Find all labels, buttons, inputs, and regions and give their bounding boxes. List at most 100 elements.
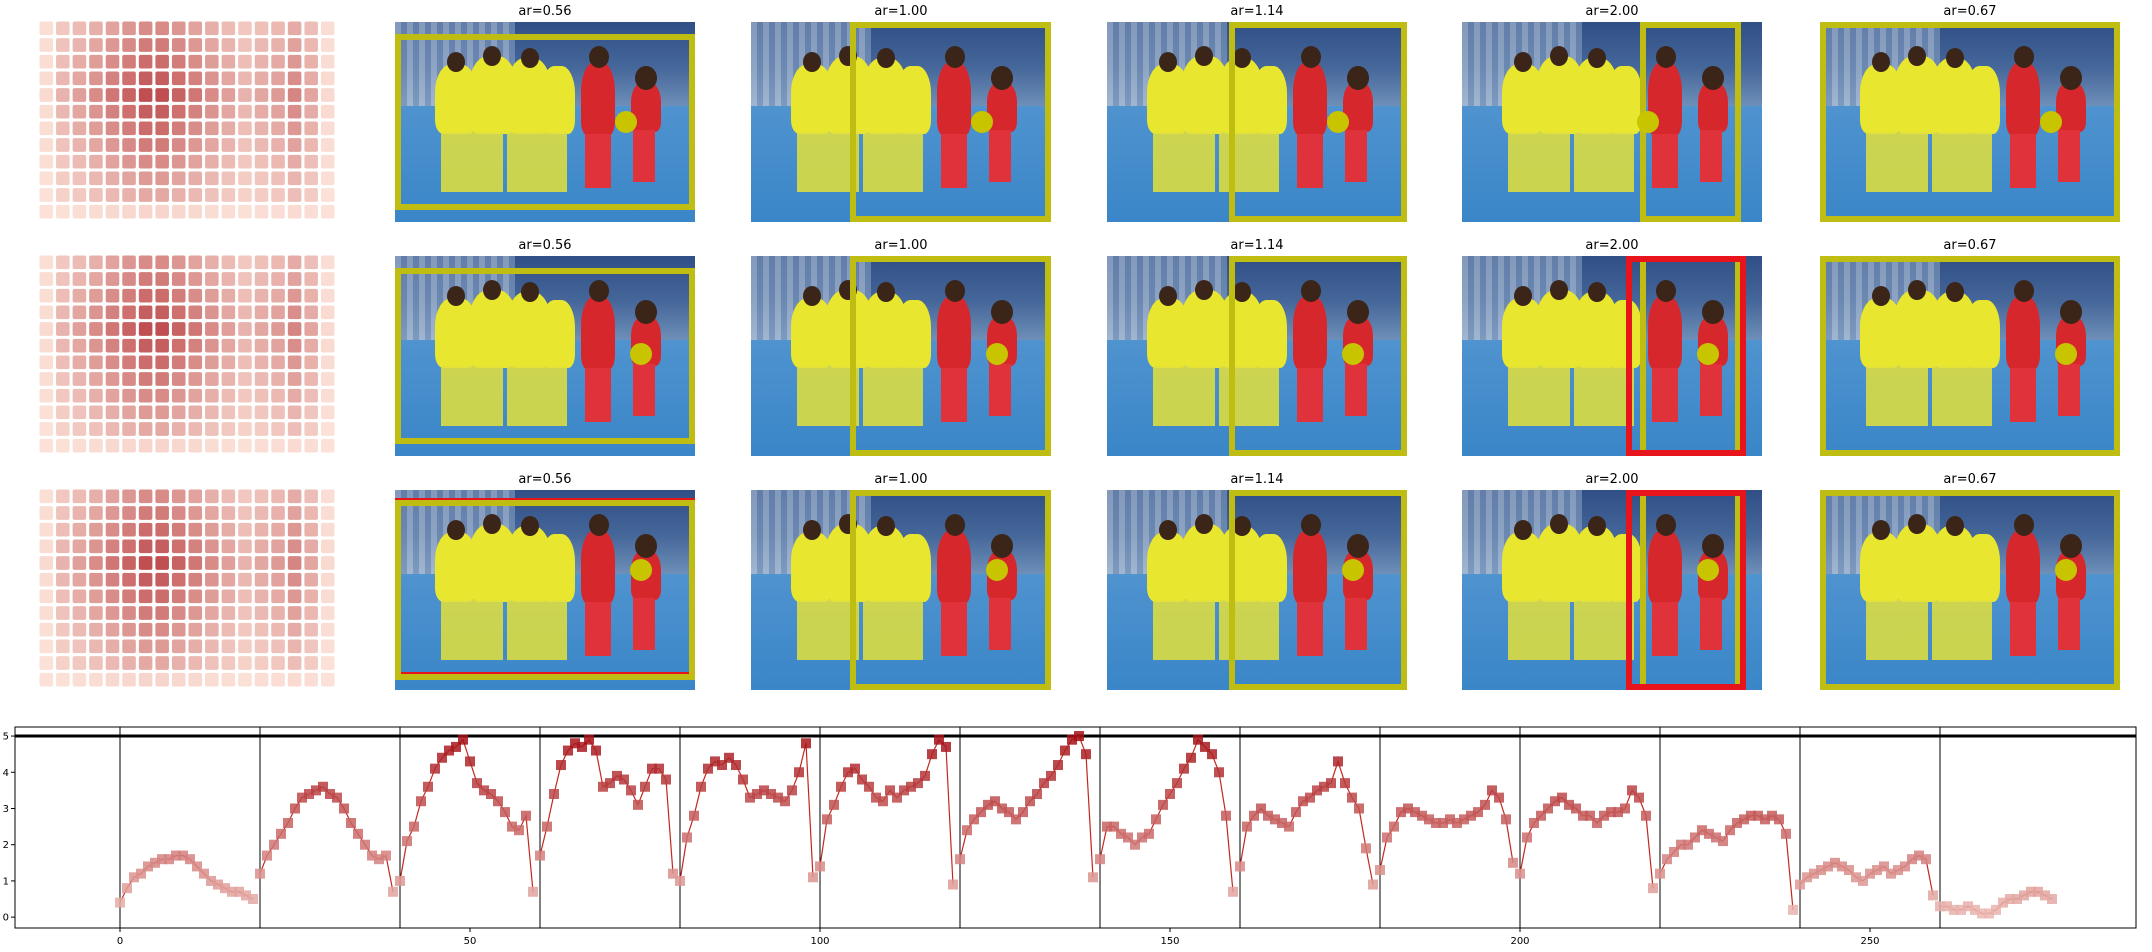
heatmap-cell [271,622,285,637]
heatmap-cell [188,672,203,687]
score-marker [1179,763,1189,774]
score-marker [976,807,986,818]
score-marker [1102,821,1112,832]
score-marker [2012,894,2022,905]
heatmap-cell [105,54,120,69]
heatmap-cell [72,154,87,169]
heatmap-cell [238,154,252,169]
heatmap-cell [138,556,153,570]
heatmap-cell [171,656,186,670]
heatmap-cell [138,204,153,219]
heatmap-cell [238,21,252,36]
heatmap-cell [320,71,335,86]
heatmap-cell [205,622,219,637]
score-marker [1291,807,1301,818]
crop-box [1820,22,2120,222]
heatmap-cell [155,272,169,286]
heatmap-cell [72,21,87,36]
heatmap-cell [56,54,70,69]
score-marker [136,868,146,879]
heatmap-cell [89,54,103,69]
score-marker [1977,908,1987,919]
heatmap-cell [271,272,285,286]
heatmap-cell [138,522,153,537]
score-marker [780,796,790,807]
score-marker [1746,810,1756,821]
score-marker [2047,894,2057,905]
heatmap-cell [155,489,169,504]
tile-title: ar=0.56 [518,472,572,487]
score-marker [472,778,482,789]
score-marker [1683,839,1693,850]
score-marker [1599,810,1609,821]
heatmap-cell [320,489,335,504]
score-marker [304,789,314,799]
score-marker [395,875,405,886]
score-marker [1354,803,1364,814]
score-marker [864,781,874,792]
hockey-photo-tile [1107,256,1407,456]
heatmap-cell [155,21,169,36]
y-tick-label: 3 [3,804,9,815]
heatmap-cell [56,288,70,303]
score-marker [1690,832,1700,843]
heatmap-cell [122,656,136,670]
score-marker [738,774,748,785]
heatmap-cell [138,606,153,620]
heatmap-cell [188,288,203,303]
score-marker [934,734,944,745]
heatmap-cell [171,71,186,86]
score-marker [2033,886,2043,897]
heatmap-cell [304,506,318,520]
heatmap-cell [72,422,87,436]
heatmap-cell [238,38,252,52]
heatmap-cell [122,572,136,587]
heatmap-cell [138,255,153,270]
heatmap-cell [105,622,120,637]
tile-title: ar=0.67 [1943,4,1997,19]
score-marker [325,789,335,799]
score-marker [507,821,517,832]
score-marker [1592,817,1602,828]
heatmap-cell [56,154,70,169]
score-marker [1214,767,1224,778]
heatmap-cell [56,656,70,670]
score-marker [1067,734,1077,745]
score-marker [1452,817,1462,828]
score-marker [1088,872,1098,883]
heatmap-cell [320,272,335,286]
heatmap-cell [122,38,136,52]
heatmap-cell [287,438,302,453]
heatmap-cell [105,204,120,219]
heatmap-cell [254,54,269,69]
heatmap-cell [320,506,335,520]
heatmap-cell [105,154,120,169]
heatmap-cell [171,21,186,36]
heatmap-cell [89,322,103,336]
score-marker [1186,752,1196,763]
crop-box [395,34,695,210]
heatmap-cell [287,355,302,370]
score-marker [752,789,762,799]
keypoint-marker [2055,343,2077,365]
heatmap-cell [320,405,335,420]
heatmap-cell [221,121,236,136]
heatmap-cell [138,338,153,353]
score-marker [1403,803,1413,814]
heatmap-cell [56,438,70,453]
heatmap-cell [171,589,186,604]
score-marker [1760,814,1770,825]
heatmap-cell [39,589,54,604]
heatmap-cell [122,54,136,69]
score-marker [241,890,251,901]
score-marker [1466,810,1476,821]
heatmap-cell [188,305,203,320]
keypoint-marker [971,111,993,133]
score-marker [360,839,370,850]
heatmap-cell [238,121,252,136]
heatmap-cell [221,522,236,537]
score-marker [458,734,468,745]
heatmap-cell [271,322,285,336]
heatmap-cell [39,672,54,687]
heatmap-cell [72,489,87,504]
